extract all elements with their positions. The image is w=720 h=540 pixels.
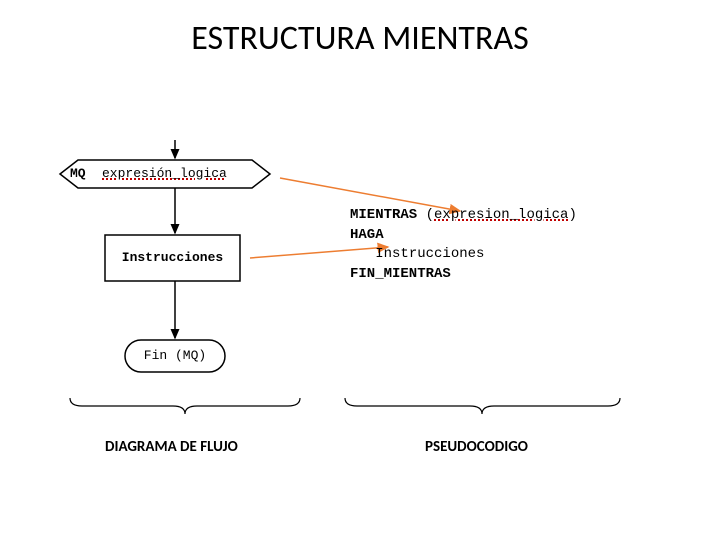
pseudo-kw-mientras: MIENTRAS: [350, 207, 417, 223]
hexagon-expr-label: expresión_logica: [102, 166, 227, 181]
brace-right: [345, 398, 620, 414]
pseudocode-block: MIENTRAS (expresion_logica) HAGA Instruc…: [350, 206, 577, 284]
pseudo-line-2: HAGA: [350, 226, 577, 246]
pseudo-expr: expresion_logica: [434, 207, 568, 223]
pseudo-paren-close: ): [568, 207, 576, 223]
pseudo-line-4: FIN_MIENTRAS: [350, 265, 577, 285]
pseudo-line-1: MIENTRAS (expresion_logica): [350, 206, 577, 226]
terminator-label: Fin (MQ): [125, 348, 225, 363]
pseudo-indent: [350, 246, 375, 262]
hexagon-mq-label: MQ: [70, 166, 86, 181]
pseudo-paren-open: (: [417, 207, 434, 223]
caption-right: PSEUDOCODIGO: [425, 438, 528, 456]
process-label: Instrucciones: [105, 250, 240, 265]
brace-left: [70, 398, 300, 414]
caption-left: DIAGRAMA DE FLUJO: [105, 438, 238, 456]
pseudo-instr: Instrucciones: [375, 246, 484, 262]
pseudo-line-3: Instrucciones: [350, 245, 577, 265]
